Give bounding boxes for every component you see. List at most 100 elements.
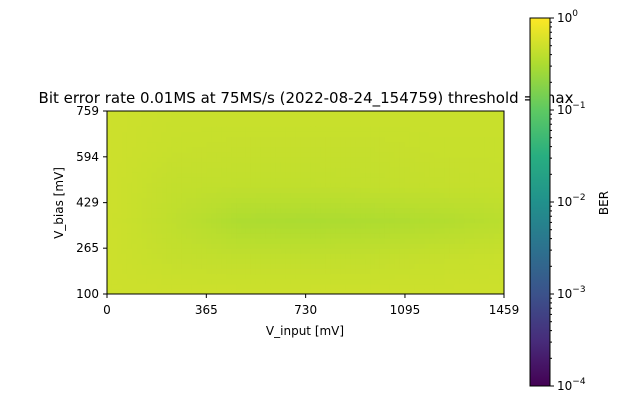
heatmap-cell (444, 263, 451, 270)
heatmap-cell (226, 253, 232, 260)
heatmap-cell (111, 207, 118, 214)
heatmap-cell (260, 136, 267, 143)
heatmap-cell (429, 182, 436, 188)
heatmap-cell (111, 212, 118, 219)
heatmap-cell (494, 182, 500, 188)
heatmap-cell (176, 187, 183, 193)
heatmap-cell (345, 141, 351, 148)
heatmap-cell (290, 187, 297, 193)
heatmap-cell (151, 238, 158, 244)
heatmap-cell (424, 172, 431, 178)
heatmap-cell (409, 126, 416, 132)
heatmap-cell (449, 288, 455, 294)
heatmap-cell (444, 111, 451, 117)
heatmap-cell (310, 111, 317, 117)
heatmap-cell (434, 283, 441, 290)
heatmap-cell (439, 278, 446, 285)
heatmap-cell (479, 233, 485, 239)
heatmap-cell (255, 207, 262, 214)
heatmap-cell (156, 207, 163, 214)
heatmap-cell (350, 182, 356, 188)
heatmap-cell (315, 202, 321, 209)
heatmap-cell (335, 283, 341, 290)
heatmap-cell (255, 243, 262, 249)
heatmap-cell (429, 197, 436, 204)
heatmap-cell (275, 141, 282, 148)
heatmap-cell (444, 207, 451, 214)
heatmap-cell (285, 146, 292, 153)
heatmap-cell (394, 253, 401, 260)
heatmap-cell (494, 283, 500, 290)
heatmap-cell (255, 136, 262, 143)
heatmap-cell (384, 248, 391, 254)
heatmap-cell (181, 273, 187, 280)
heatmap-cell (350, 268, 356, 275)
heatmap-cell (116, 136, 123, 143)
heatmap-cell (335, 111, 341, 117)
x-tick-label: 365 (195, 303, 218, 317)
heatmap-cell (111, 111, 118, 117)
heatmap-cell (196, 227, 202, 234)
heatmap-cell (176, 278, 183, 285)
heatmap-cell (156, 166, 163, 173)
heatmap-cell (370, 136, 376, 143)
heatmap-cell (216, 233, 222, 239)
heatmap-cell (340, 217, 346, 224)
heatmap-cell (290, 243, 297, 249)
heatmap-cell (201, 222, 207, 229)
heatmap-cell (479, 136, 485, 143)
heatmap-cell (315, 111, 321, 117)
heatmap-cell (439, 258, 446, 265)
heatmap-cell (226, 258, 232, 265)
heatmap-cell (216, 278, 222, 285)
heatmap-cell (191, 207, 197, 214)
heatmap-cell (389, 207, 396, 214)
heatmap-cell (355, 116, 361, 122)
heatmap-cell (325, 263, 331, 270)
heatmap-cell (325, 156, 331, 163)
heatmap-cell (121, 121, 128, 127)
heatmap-cell (429, 146, 436, 153)
heatmap-cell (151, 227, 158, 234)
heatmap-cell (181, 233, 187, 239)
heatmap-cell (370, 273, 376, 280)
heatmap-cell (171, 172, 178, 178)
heatmap-cell (126, 192, 133, 199)
heatmap-cell (107, 207, 113, 214)
heatmap-cell (186, 212, 192, 219)
heatmap-cell (310, 146, 317, 153)
heatmap-cell (365, 182, 371, 188)
heatmap-cell (171, 187, 178, 193)
heatmap-cell (295, 288, 302, 294)
heatmap-cell (444, 233, 451, 239)
heatmap-cell (320, 146, 326, 153)
heatmap-cell (126, 207, 133, 214)
heatmap-cell (305, 197, 312, 204)
heatmap-cell (116, 197, 123, 204)
heatmap-cell (394, 136, 401, 143)
heatmap-cell (330, 233, 336, 239)
heatmap-cell (355, 278, 361, 285)
heatmap-cell (469, 273, 475, 280)
heatmap-cell (116, 268, 123, 275)
heatmap-cell (121, 187, 128, 193)
heatmap-cell (156, 227, 163, 234)
heatmap-cell (226, 166, 232, 173)
heatmap-cell (389, 258, 396, 265)
heatmap-cell (107, 187, 113, 193)
heatmap-cell (439, 212, 446, 219)
heatmap-cell (424, 288, 431, 294)
heatmap-cell (350, 278, 356, 285)
heatmap-cell (116, 253, 123, 260)
heatmap-cell (270, 136, 277, 143)
heatmap-cell (285, 268, 292, 275)
heatmap-cell (216, 126, 222, 132)
heatmap-cell (231, 217, 237, 224)
heatmap-cell (131, 187, 138, 193)
heatmap-cell (295, 146, 302, 153)
heatmap-cell (250, 151, 257, 158)
heatmap-cell (201, 151, 207, 158)
heatmap-cell (360, 151, 366, 158)
heatmap-cell (489, 207, 495, 214)
heatmap-cell (280, 172, 287, 178)
